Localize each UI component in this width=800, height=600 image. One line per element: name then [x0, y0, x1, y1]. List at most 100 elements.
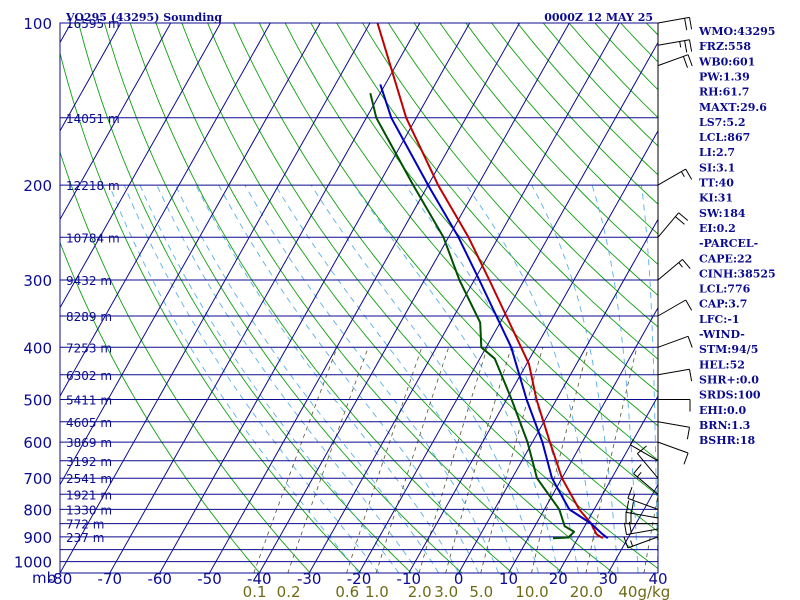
pressure-tick-label: 600: [23, 434, 52, 452]
index-item: PW:1.39: [699, 70, 750, 83]
text-layer: VO295 (43295) Sounding 0000Z 12 MAY 25: [65, 11, 653, 24]
mixing-ratio-label: 20.0: [570, 583, 603, 600]
index-item: KI:31: [699, 192, 733, 205]
pressure-tick-label: 900: [23, 529, 52, 547]
dry-adiabat: [387, 23, 658, 328]
wind-barb-staff: [657, 16, 690, 24]
index-item: LCL:867: [699, 131, 750, 144]
wind-barb-half-flag: [629, 439, 634, 446]
wind-barb-half-flag: [636, 471, 642, 478]
height-label: 1921 m: [66, 488, 112, 502]
wind-barb-flag: [686, 427, 690, 440]
wind-barb-staff: [637, 453, 659, 479]
wind-barb-flag: [678, 212, 689, 221]
isotherm-line: [557, 395, 658, 573]
temperature-tick-label: -50: [197, 570, 222, 588]
isotherm-line: [60, 23, 122, 132]
dry-adiabat: [60, 51, 362, 573]
index-item: SRDS:100: [699, 389, 761, 402]
moist-adiabat: [139, 184, 400, 573]
wind-barb-flag: [630, 501, 634, 514]
isotherm-line: [258, 23, 570, 573]
mixing-ratio-label: 2.0: [408, 583, 432, 600]
pressure-tick-label: 700: [23, 470, 52, 488]
height-label: 5411 m: [66, 394, 112, 408]
index-item: BSHR:18: [699, 434, 755, 447]
mixing-ratio-line: [346, 347, 423, 573]
dry-adiabat: [60, 241, 261, 573]
wind-barb-half-flag: [678, 262, 683, 268]
moist-adiabat: [591, 184, 639, 573]
temperature-tick-label: -70: [98, 570, 123, 588]
dry-adiabat: [336, 23, 658, 393]
pressure-tick-label: 400: [23, 339, 52, 357]
temperature-tick-label: 30: [599, 570, 618, 588]
wind-barb-staff: [657, 39, 690, 46]
wind-barb-flag: [689, 369, 693, 382]
height-label: 3869 m: [66, 436, 112, 450]
index-item: HEL:52: [699, 358, 745, 371]
moist-adiabat: [353, 184, 559, 573]
mixing-ratio-line: [585, 347, 638, 573]
dry-adiabat: [78, 23, 412, 573]
mixing-ratio-line: [253, 347, 338, 573]
wind-barb-staff: [657, 168, 686, 186]
temperature-tick-label: -40: [247, 570, 272, 588]
moist-adiabat: [640, 185, 658, 573]
valid-time: 0000Z 12 MAY 25: [544, 11, 653, 24]
index-item: FRZ:558: [699, 40, 751, 53]
isotherm-line: [508, 306, 658, 573]
wind-barb-flag: [627, 487, 633, 499]
height-label: 12218 m: [66, 179, 120, 193]
dry-adiabat: [413, 23, 658, 297]
stability-indices-panel: WMO:43295 FRZ:558 WB0:601 PW:1.39 RH:61.7 MAX…: [698, 25, 776, 447]
index-item: EI:0.2: [699, 222, 736, 235]
moist-adiabat: [108, 184, 360, 573]
wind-barb-flag: [682, 259, 691, 269]
moist-adiabat: [195, 184, 460, 573]
mixing-ratio-label: 0.2: [277, 583, 301, 600]
dry-adiabat: [310, 23, 658, 427]
moist-adiabat: [244, 184, 499, 573]
moist-adiabat: [218, 184, 480, 573]
isotherm-line: [308, 23, 620, 573]
pressure-tick-label: 800: [23, 501, 52, 519]
index-item: MAXT:29.6: [699, 101, 767, 114]
height-label: 772 m: [66, 518, 104, 532]
wind-barb-flag: [623, 522, 627, 535]
virtual-temperature-profile: [379, 84, 609, 540]
wind-barb-flag: [684, 40, 688, 53]
mixing-ratio-label: 0.6: [335, 583, 359, 600]
moist-adiabat: [405, 184, 579, 573]
height-label: 9432 m: [66, 274, 112, 288]
isotherm-line: [60, 23, 271, 398]
wind-barb-staff: [657, 259, 683, 281]
wind-barb-flag: [687, 54, 693, 67]
index-item: LI:2.7: [699, 146, 735, 159]
height-label: 8289 m: [66, 310, 112, 324]
height-label: 1330 m: [66, 503, 112, 517]
wind-barb-staff: [626, 528, 659, 536]
moist-adiabat: [465, 184, 599, 573]
index-item: LS7:5.2: [699, 116, 746, 129]
temperature-tick-label: -10: [397, 570, 422, 588]
temperature-tick-label: -20: [347, 570, 372, 588]
wind-barb-flag: [633, 464, 642, 475]
height-label: 14051 m: [66, 112, 120, 126]
wind-barb-flag: [685, 299, 693, 311]
pressure-tick-label: 500: [23, 392, 52, 410]
index-item: CINH:38525: [699, 267, 776, 280]
isotherm-line: [109, 23, 421, 573]
dry-adiabat: [207, 23, 658, 570]
mixing-ratio-label: 5.0: [469, 583, 493, 600]
profile-layer: [369, 23, 609, 540]
wind-barb-staff: [657, 441, 689, 454]
temperature-tick-label: -60: [147, 570, 172, 588]
moist-adiabat: [531, 184, 619, 573]
index-item: SW:184: [699, 207, 746, 220]
mixing-ratio-label: 1.0: [365, 583, 389, 600]
wind-barb-flag: [628, 521, 632, 534]
height-label: 7253 m: [66, 341, 112, 355]
temperature-tick-label: 40: [648, 570, 667, 588]
